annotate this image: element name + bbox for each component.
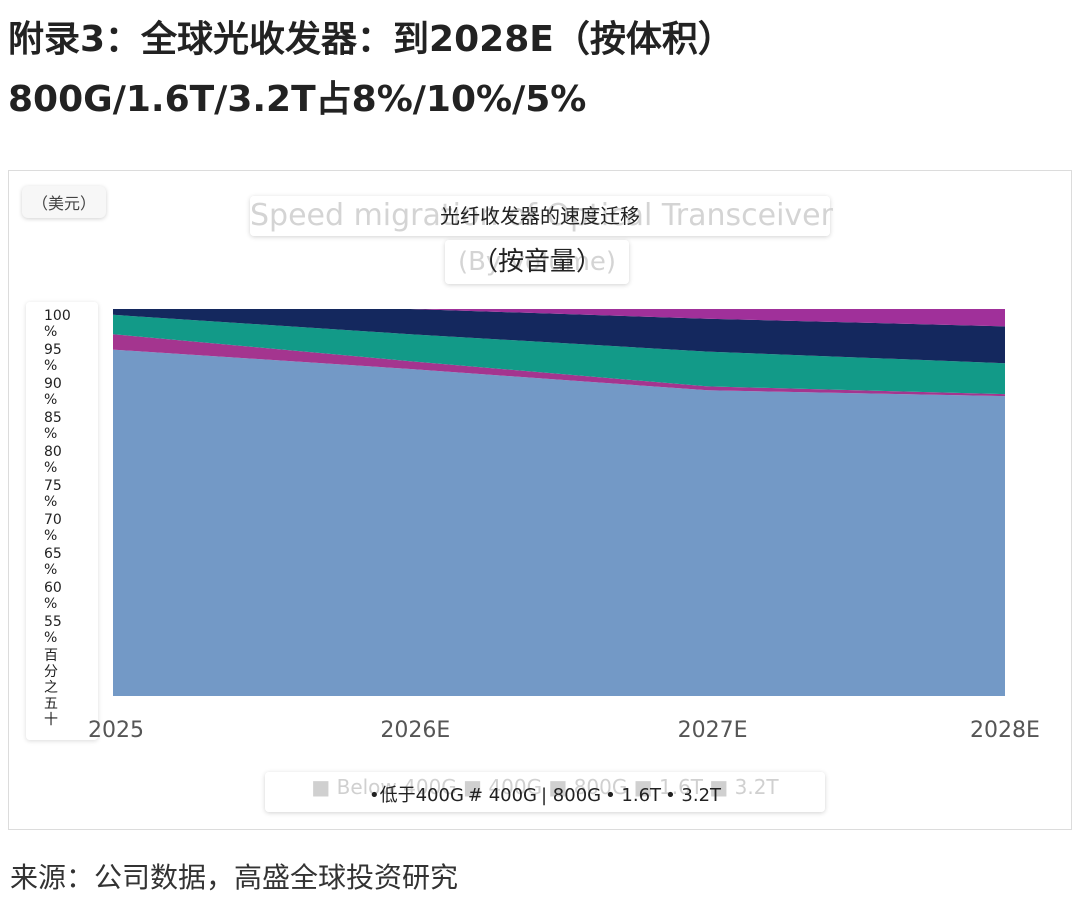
y-tick-label: 60% — [44, 580, 68, 612]
page-title: 附录3：全球光收发器：到2028E（按体积） — [8, 19, 734, 60]
legend-item: •低于400G — [368, 785, 464, 806]
legend-ghost: ■ Below 400G ■ 400G ■ 800G ■ 1.6T ■ 3.2T — [311, 775, 779, 799]
y-tick-suffix: % — [44, 630, 58, 646]
legend-item: • 1.6T — [605, 785, 662, 806]
y-tick-char: 分 — [44, 664, 58, 680]
area-series-1.6T — [113, 309, 1005, 364]
x-tick-label: 2027E — [677, 718, 748, 743]
chart-title-box: Speed migration of Optical Transceiver 光… — [250, 196, 833, 236]
y-tick-suffix: % — [44, 426, 58, 442]
y-tick-char: 十 — [44, 712, 58, 728]
y-tick-label: 80% — [44, 444, 68, 476]
page-subtitle: 800G/1.6T/3.2T占8%/10%/5% — [8, 79, 587, 120]
y-tick-suffix: % — [44, 392, 58, 408]
legend-item: | 800G — [541, 785, 602, 806]
y-tick-suffix: % — [44, 358, 58, 374]
area-series-低于400G — [113, 349, 1005, 696]
legend-items: •低于400G # 400G | 800G • 1.6T • 3.2T — [265, 784, 825, 808]
y-tick-suffix: % — [44, 528, 58, 544]
y-tick-suffix: % — [44, 562, 58, 578]
x-tick-label: 2025 — [88, 718, 144, 743]
x-tick-label: 2028E — [970, 718, 1040, 743]
y-tick-suffix: % — [44, 494, 58, 510]
y-tick-label: 百分之五十 — [44, 648, 68, 728]
chart-subtitle: （按音量） — [471, 247, 602, 277]
y-tick-label: 90% — [44, 376, 68, 408]
y-tick-label: 100% — [44, 308, 71, 340]
legend-item: # 400G — [467, 785, 537, 806]
unit-label: （美元） — [22, 186, 107, 218]
area-series-3.2T — [113, 309, 1005, 327]
y-tick-label: 95% — [44, 342, 68, 374]
y-tick-suffix: % — [44, 460, 58, 476]
y-tick-char: 之 — [44, 680, 58, 696]
source-note: 来源：公司数据，高盛全球投资研究 — [10, 861, 459, 894]
y-tick-label: 85% — [44, 410, 68, 442]
area-series-800G — [113, 314, 1005, 395]
legend-item: • 3.2T — [665, 785, 722, 806]
legend: ■ Below 400G ■ 400G ■ 800G ■ 1.6T ■ 3.2T… — [265, 772, 825, 812]
x-tick-label: 2026E — [380, 718, 451, 743]
chart-title: 光纤收发器的速度迁移 — [440, 204, 640, 228]
y-tick-label: 75% — [44, 478, 68, 510]
y-tick-suffix: % — [44, 596, 58, 612]
chart-subtitle-box: (By volume) （按音量） — [445, 240, 629, 284]
y-axis-label-box: 100% 95% 90% 85% 80% 75% 70% 65% 60% 55% 百分之五十 — [26, 302, 98, 740]
chart-title-ghost: Speed migration of Optical Transceiver — [250, 198, 833, 233]
y-tick-char: 五 — [44, 696, 58, 712]
y-tick-label: 65% — [44, 546, 68, 578]
y-tick-suffix: % — [44, 324, 58, 340]
y-tick-label: 70% — [44, 512, 68, 544]
y-tick-label: 55% — [44, 614, 68, 646]
chart-subtitle-ghost: (By volume) — [457, 247, 617, 277]
y-tick-char: 百 — [44, 648, 58, 664]
